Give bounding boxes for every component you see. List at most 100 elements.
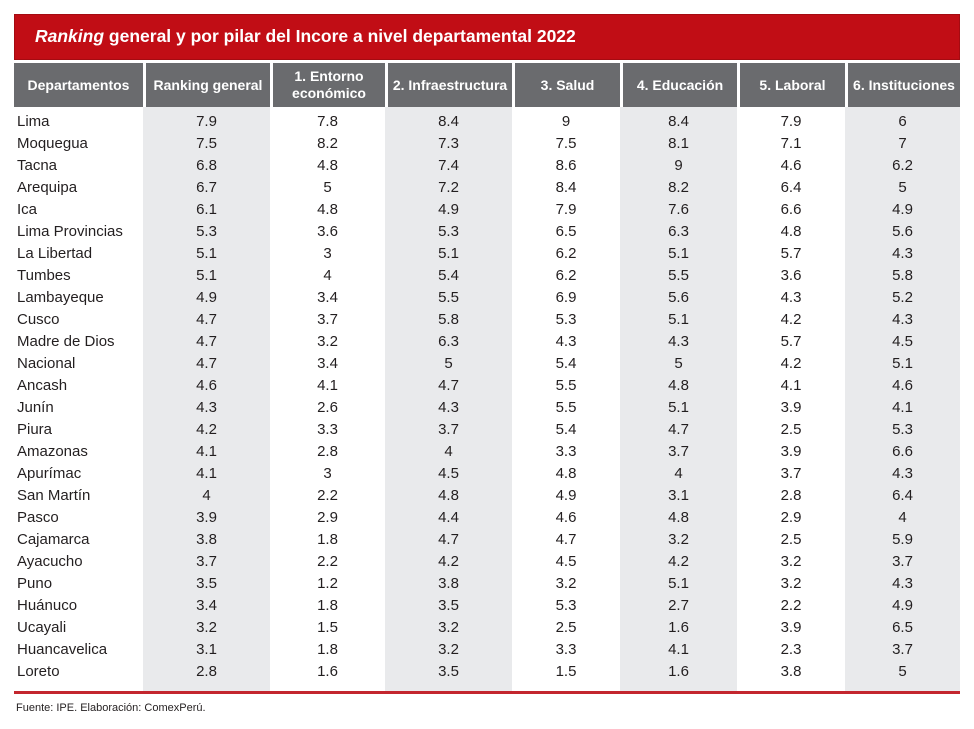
value-cell: 7.8: [317, 113, 338, 130]
value-cell: 4.8: [620, 375, 737, 397]
value-cell: 2.9: [780, 509, 802, 526]
department-cell: Lambayeque: [17, 289, 104, 306]
value-cell: 5.1: [620, 397, 737, 419]
table-row: Ucayali 3.2 1.5 3.2 2.5 1.6 3.9 6.5: [14, 617, 960, 639]
value-cell: 4: [385, 441, 512, 463]
value-cell: 4.3: [845, 309, 960, 331]
value-cell: 6.4: [845, 485, 960, 507]
value-cell: 4.5: [385, 463, 512, 485]
value-cell: 4: [143, 485, 270, 507]
value-cell: 3.4: [143, 595, 270, 617]
value-cell: 3.7: [845, 639, 960, 661]
page: Ranking general y por pilar del Incore a…: [14, 14, 960, 714]
value-cell: 3.9: [780, 619, 802, 636]
value-cell: 3.2: [385, 639, 512, 661]
value-cell: 6: [845, 111, 960, 133]
value-cell: 2.6: [317, 399, 338, 416]
source-note: Fuente: IPE. Elaboración: ComexPerú.: [16, 702, 206, 714]
value-cell: 6.3: [385, 331, 512, 353]
header-row: Departamentos Ranking general 1. Entorno…: [14, 63, 960, 107]
department-cell: Arequipa: [17, 179, 78, 196]
table-row: Apurímac 4.1 3 4.5 4.8 4 3.7 4.3: [14, 463, 960, 485]
value-cell: 4.9: [143, 287, 270, 309]
value-cell: 4.3: [143, 397, 270, 419]
value-cell: 9: [620, 155, 737, 177]
value-cell: 4.6: [845, 375, 960, 397]
table-row: Junín 4.3 2.6 4.3 5.5 5.1 3.9 4.1: [14, 397, 960, 419]
department-cell: Ayacucho: [17, 553, 83, 570]
spacer-row: [14, 683, 960, 691]
value-cell: 3.2: [620, 529, 737, 551]
value-cell: 5.4: [555, 355, 577, 372]
value-cell: 4.8: [620, 507, 737, 529]
value-cell: 5.2: [845, 287, 960, 309]
value-cell: 5.1: [845, 353, 960, 375]
col-header-educacion: 4. Educación: [620, 63, 737, 107]
spacer-cell: [845, 107, 960, 111]
value-cell: 1.8: [317, 597, 338, 614]
value-cell: 6.2: [555, 267, 577, 284]
value-cell: 5.5: [555, 377, 577, 394]
value-cell: 5: [323, 179, 332, 196]
value-cell: 4.4: [385, 507, 512, 529]
value-cell: 3.3: [555, 641, 577, 658]
value-cell: 1.6: [620, 661, 737, 683]
col-header-laboral: 5. Laboral: [737, 63, 845, 107]
spacer-cell: [620, 683, 737, 691]
value-cell: 2.5: [780, 531, 802, 548]
value-cell: 4.7: [385, 375, 512, 397]
value-cell: 4.7: [555, 531, 577, 548]
table-row: Ica 6.1 4.8 4.9 7.9 7.6 6.6 4.9: [14, 199, 960, 221]
value-cell: 3.7: [385, 419, 512, 441]
table-row: San Martín 4 2.2 4.8 4.9 3.1 2.8 6.4: [14, 485, 960, 507]
value-cell: 3.3: [317, 421, 338, 438]
value-cell: 7.5: [143, 133, 270, 155]
value-cell: 2.8: [780, 487, 802, 504]
value-cell: 5.3: [385, 221, 512, 243]
value-cell: 6.5: [845, 617, 960, 639]
value-cell: 8.1: [620, 133, 737, 155]
value-cell: 4.3: [780, 289, 802, 306]
value-cell: 7.2: [385, 177, 512, 199]
table-row: Ancash 4.6 4.1 4.7 5.5 4.8 4.1 4.6: [14, 375, 960, 397]
value-cell: 6.6: [845, 441, 960, 463]
value-cell: 3.8: [780, 663, 802, 680]
value-cell: 4.7: [620, 419, 737, 441]
department-cell: Amazonas: [17, 443, 88, 460]
department-cell: Pasco: [17, 509, 59, 526]
value-cell: 4: [620, 463, 737, 485]
value-cell: 7.9: [780, 113, 802, 130]
department-cell: Ica: [17, 201, 38, 218]
table-row: Tacna 6.8 4.8 7.4 8.6 9 4.6 6.2: [14, 155, 960, 177]
value-cell: 3.7: [780, 465, 802, 482]
value-cell: 8.4: [385, 111, 512, 133]
value-cell: 1.6: [317, 663, 338, 680]
value-cell: 1.8: [317, 531, 338, 548]
value-cell: 3.7: [317, 311, 338, 328]
value-cell: 3.7: [143, 551, 270, 573]
table-row: Arequipa 6.7 5 7.2 8.4 8.2 6.4 5: [14, 177, 960, 199]
value-cell: 4.8: [317, 201, 338, 218]
value-cell: 7: [845, 133, 960, 155]
value-cell: 2.8: [143, 661, 270, 683]
value-cell: 6.3: [620, 221, 737, 243]
table-row: Cajamarca 3.8 1.8 4.7 4.7 3.2 2.5 5.9: [14, 529, 960, 551]
value-cell: 4.3: [385, 397, 512, 419]
col-header-departamentos: Departamentos: [14, 63, 143, 107]
value-cell: 4.6: [780, 157, 802, 174]
col-header-ranking-general: Ranking general: [143, 63, 270, 107]
value-cell: 2.5: [555, 619, 577, 636]
department-cell: Cajamarca: [17, 531, 90, 548]
value-cell: 4.8: [317, 157, 338, 174]
col-header-infraestructura: 2. Infraestructura: [385, 63, 512, 107]
value-cell: 5: [620, 353, 737, 375]
value-cell: 5: [845, 177, 960, 199]
value-cell: 5.5: [385, 287, 512, 309]
department-cell: Huánuco: [17, 597, 78, 614]
value-cell: 4.2: [620, 551, 737, 573]
value-cell: 4.3: [620, 331, 737, 353]
value-cell: 3.1: [620, 485, 737, 507]
value-cell: 5.8: [385, 309, 512, 331]
department-cell: Ancash: [17, 377, 68, 394]
department-cell: Ucayali: [17, 619, 67, 636]
